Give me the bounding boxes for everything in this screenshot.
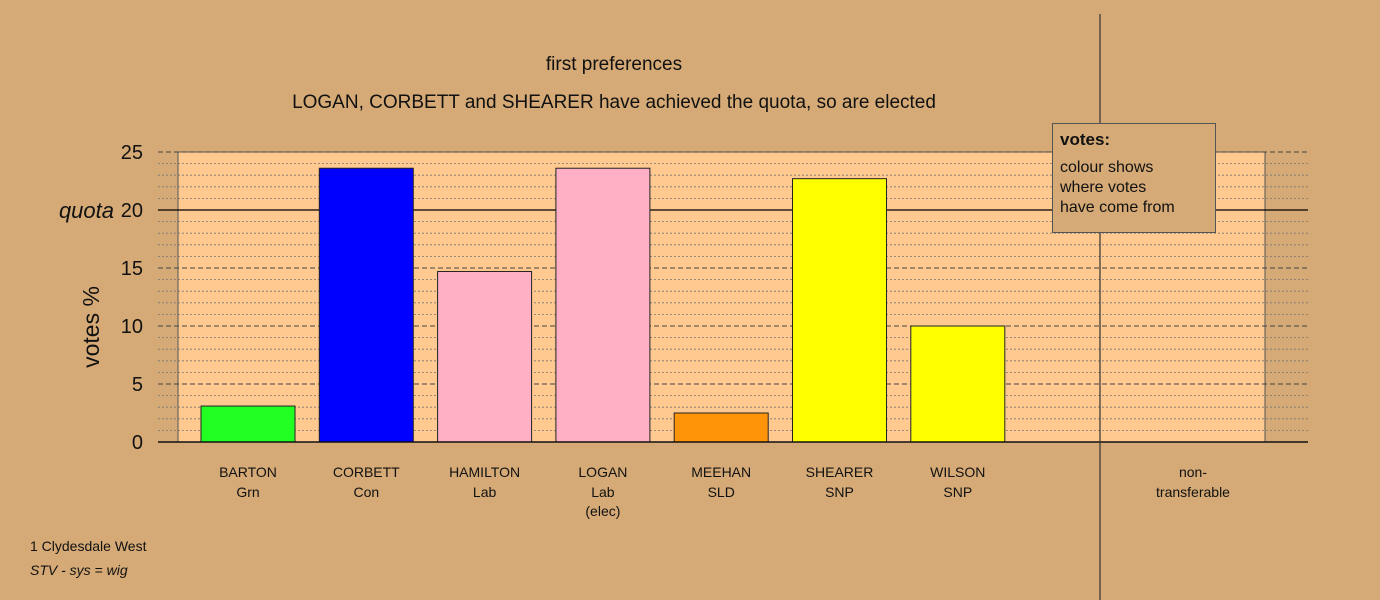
- category-party-label: SLD: [708, 484, 735, 500]
- category-party-label: Con: [353, 484, 379, 500]
- category-party-label: Lab: [473, 484, 497, 500]
- bar: [555, 167, 651, 443]
- category-extra-label: (elec): [585, 503, 620, 519]
- bar: [792, 178, 887, 443]
- category-name-label: WILSON: [930, 464, 985, 480]
- y-tick-label: 25: [121, 142, 143, 164]
- legend-line-3: have come from: [1060, 199, 1175, 216]
- category-name-label: SHEARER: [806, 464, 874, 480]
- category-name-label: BARTON: [219, 464, 277, 480]
- nontransferable-label-2: transferable: [1156, 484, 1230, 500]
- category-name-label: HAMILTON: [449, 464, 520, 480]
- y-tick-label: 15: [121, 258, 143, 280]
- legend-line-2: where votes: [1060, 179, 1147, 196]
- chart-subtitle: LOGAN, CORBETT and SHEARER have achieved…: [292, 92, 936, 113]
- y-tick-label: 0: [132, 432, 143, 454]
- category-party-label: Grn: [236, 484, 259, 500]
- legend-box: votes: colour shows where votes have com…: [1052, 123, 1216, 233]
- category-party-label: SNP: [943, 484, 972, 500]
- y-tick-label: 5: [132, 374, 143, 396]
- y-tick-label: 20: [121, 200, 143, 222]
- nontransferable-label-1: non-: [1179, 464, 1207, 480]
- quota-label: quota: [59, 198, 114, 223]
- legend-line-1: colour shows: [1060, 159, 1154, 176]
- bar: [318, 167, 414, 443]
- y-axis-label: votes %: [78, 286, 104, 368]
- category-name-label: MEEHAN: [691, 464, 751, 480]
- y-tick-label: 10: [121, 316, 143, 338]
- category-party-label: Lab: [591, 484, 615, 500]
- constituency-label: 1 Clydesdale West: [30, 538, 147, 554]
- category-name-label: LOGAN: [578, 464, 627, 480]
- category-name-label: CORBETT: [333, 464, 400, 480]
- system-label: STV - sys = wig: [30, 562, 128, 578]
- chart-title: first preferences: [546, 54, 682, 75]
- bar: [910, 325, 1006, 443]
- bar: [437, 270, 533, 443]
- bar: [200, 405, 296, 443]
- category-party-label: SNP: [825, 484, 854, 500]
- legend-title: votes:: [1060, 130, 1111, 149]
- bar: [673, 412, 769, 443]
